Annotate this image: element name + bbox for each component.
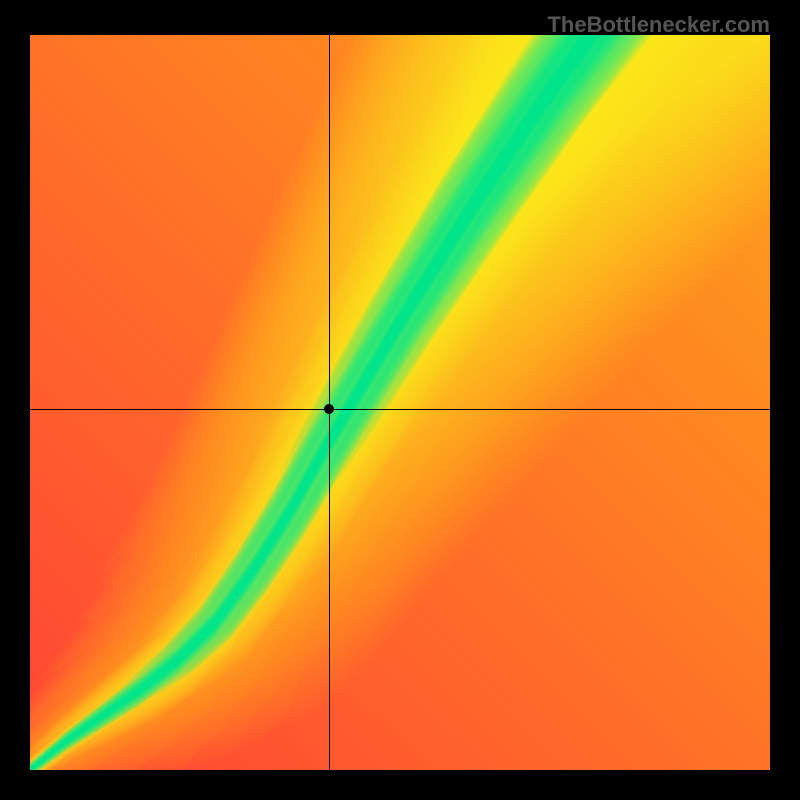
chart-container: { "watermark": { "text": "TheBottlenecke… (0, 0, 800, 800)
crosshair-vertical (329, 35, 330, 770)
plot-area (30, 35, 770, 770)
heatmap-canvas (30, 35, 770, 770)
crosshair-horizontal (30, 409, 770, 410)
